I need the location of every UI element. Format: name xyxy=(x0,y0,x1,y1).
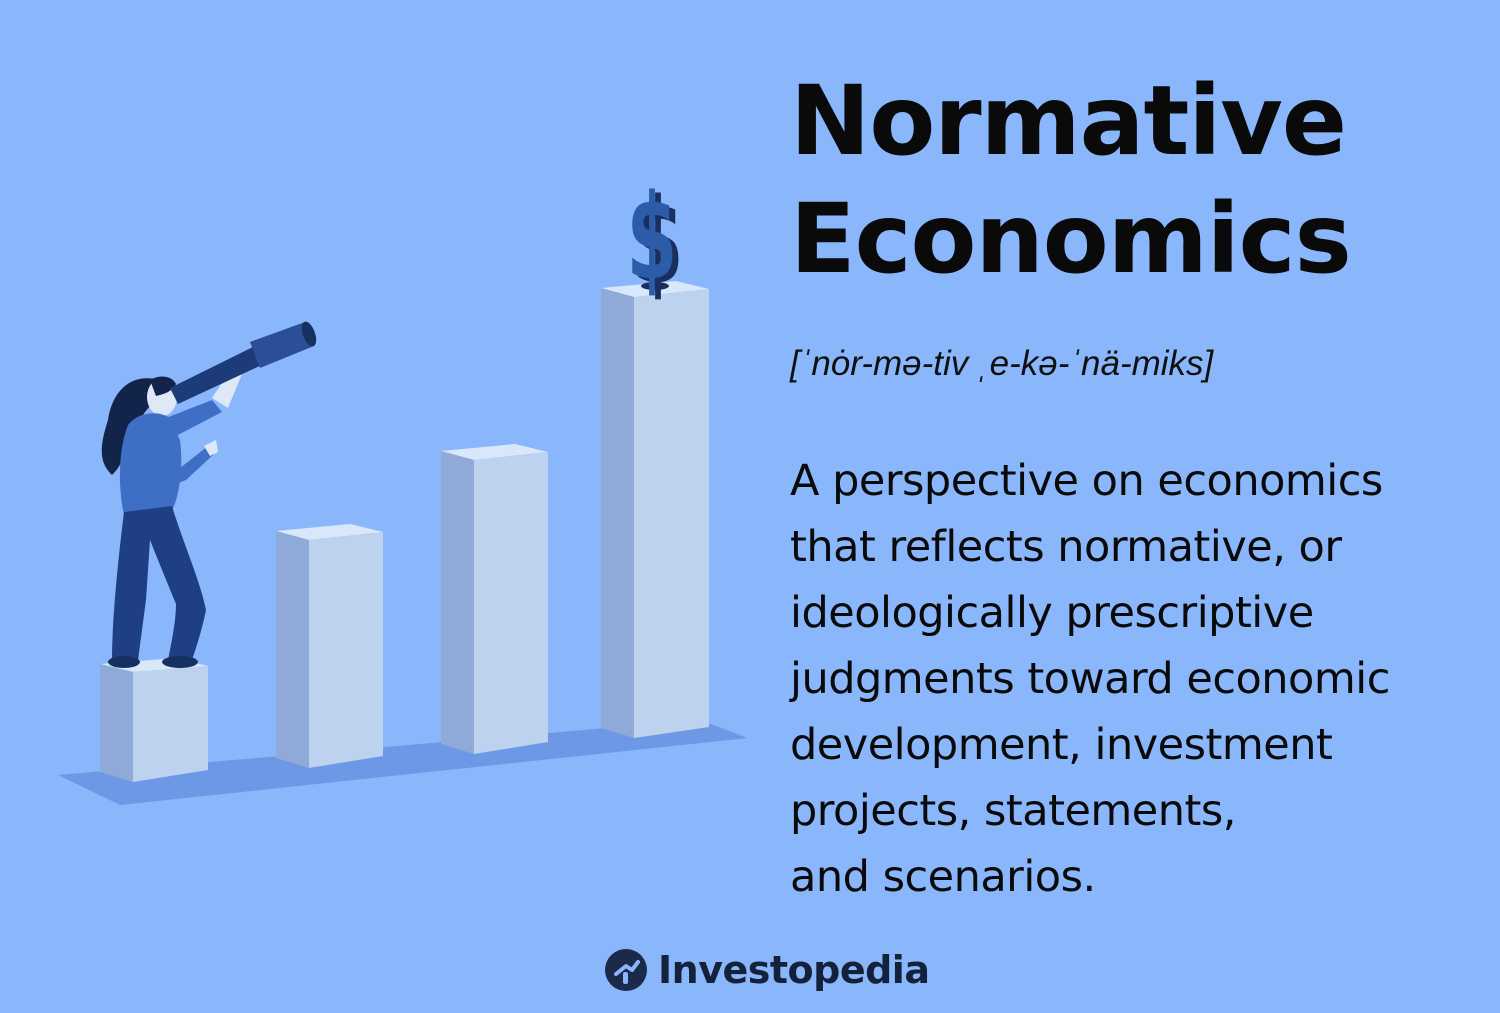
pillar-4 xyxy=(601,281,709,738)
pillar-3 xyxy=(441,444,548,754)
page-title: Normative Economics xyxy=(790,62,1352,298)
definition-line: projects, statements, xyxy=(790,786,1236,836)
title-line-2: Economics xyxy=(790,183,1352,295)
definition-line: development, investment xyxy=(790,720,1333,770)
definition-line: that reflects normative, or xyxy=(790,522,1342,572)
pillar-2 xyxy=(276,524,383,768)
floor-shadow xyxy=(58,720,748,805)
title-line-1: Normative xyxy=(790,65,1347,177)
definition: A perspective on economics that reflects… xyxy=(790,448,1470,910)
dollar-sign-icon: $ $ xyxy=(627,170,684,311)
svg-text:$: $ xyxy=(633,174,684,311)
definition-line: ideologically prescriptive xyxy=(790,588,1314,638)
brand-name: Investopedia xyxy=(658,948,930,992)
definition-line: and scenarios. xyxy=(790,852,1096,902)
investopedia-logo-icon xyxy=(605,949,647,991)
brand-logo: Investopedia xyxy=(604,944,930,996)
svg-text:$: $ xyxy=(627,170,678,307)
definition-line: judgments toward economic xyxy=(790,654,1390,704)
pillar-1 xyxy=(100,658,208,782)
illustration: $ $ xyxy=(58,170,748,805)
definition-line: A perspective on economics xyxy=(790,456,1383,506)
pronunciation: [ˈnȯr-mə-tiv ˌe-kə-ˈnä-miks] xyxy=(790,344,1214,383)
woman-with-telescope-icon xyxy=(101,321,317,668)
